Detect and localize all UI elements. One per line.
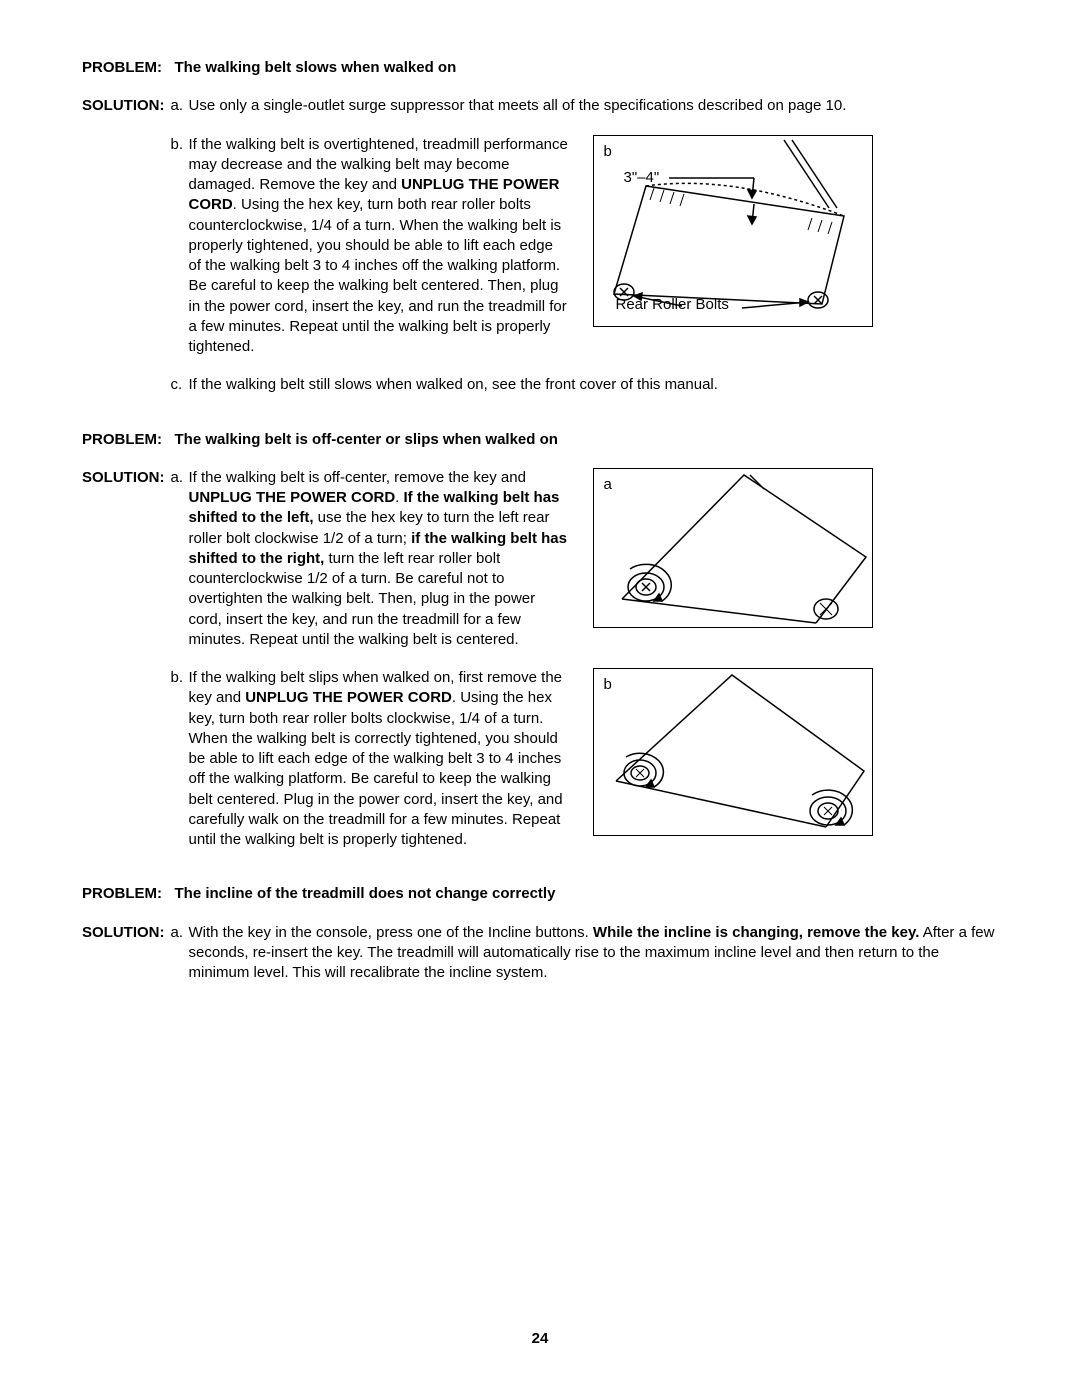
solution-1: SOLUTION: a. Use only a single-outlet su… xyxy=(82,96,998,413)
figure-label: b xyxy=(604,675,612,695)
figure-dimension: 3"–4" xyxy=(624,168,660,188)
figure-label: b xyxy=(604,142,612,162)
problem-2-heading: PROBLEM: The walking belt is off-center … xyxy=(82,430,998,450)
problem-text: The incline of the treadmill does not ch… xyxy=(175,885,556,902)
item-letter: a. xyxy=(171,468,189,488)
problem-label: PROBLEM: xyxy=(82,431,162,448)
problem-label: PROBLEM: xyxy=(82,59,162,76)
solution-item: c. If the walking belt still slows when … xyxy=(171,375,999,395)
item-letter: b. xyxy=(171,668,189,688)
solution-item: a. With the key in the console, press on… xyxy=(171,923,999,984)
roller-single-diagram-icon xyxy=(594,469,874,629)
solution-row: b. If the walking belt slips when walked… xyxy=(171,668,999,868)
solution-row: b. If the walking belt is overtightened,… xyxy=(171,135,999,376)
solution-item: b. If the walking belt is overtightened,… xyxy=(171,135,569,358)
item-text: If the walking belt is overtightened, tr… xyxy=(189,135,569,358)
roller-double-diagram-icon xyxy=(594,669,874,837)
problem-1-heading: PROBLEM: The walking belt slows when wal… xyxy=(82,58,998,78)
figure-label: a xyxy=(604,475,612,495)
solution-2: SOLUTION: a. If the walking belt is off-… xyxy=(82,468,998,869)
problem-text: The walking belt slows when walked on xyxy=(175,59,457,76)
problem-3: PROBLEM: The incline of the treadmill do… xyxy=(82,884,998,1001)
solution-label: SOLUTION: xyxy=(82,923,165,943)
item-text: If the walking belt is off-center, remov… xyxy=(189,468,569,650)
item-letter: c. xyxy=(171,375,189,395)
problem-2: PROBLEM: The walking belt is off-center … xyxy=(82,430,998,869)
figure-belt-lift: b 3"–4" Rear Roller Bolts xyxy=(593,135,873,327)
solution-row: a. If the walking belt is off-center, re… xyxy=(171,468,999,668)
figure-roller-single: a xyxy=(593,468,873,628)
solution-item: a. Use only a single-outlet surge suppre… xyxy=(171,96,999,116)
item-letter: a. xyxy=(171,96,189,116)
problem-3-heading: PROBLEM: The incline of the treadmill do… xyxy=(82,884,998,904)
item-text: Use only a single-outlet surge suppresso… xyxy=(189,96,999,116)
figure-caption: Rear Roller Bolts xyxy=(616,295,729,315)
problem-1: PROBLEM: The walking belt slows when wal… xyxy=(82,58,998,414)
solution-3: SOLUTION: a. With the key in the console… xyxy=(82,923,998,1002)
item-letter: a. xyxy=(171,923,189,943)
figure-roller-double: b xyxy=(593,668,873,836)
problem-text: The walking belt is off-center or slips … xyxy=(175,431,558,448)
solution-label: SOLUTION: xyxy=(82,96,165,116)
solution-item: a. If the walking belt is off-center, re… xyxy=(171,468,569,650)
solution-item: b. If the walking belt slips when walked… xyxy=(171,668,569,850)
solution-label: SOLUTION: xyxy=(82,468,165,488)
item-letter: b. xyxy=(171,135,189,155)
item-text: With the key in the console, press one o… xyxy=(189,923,999,984)
page-number: 24 xyxy=(532,1329,549,1349)
item-text: If the walking belt still slows when wal… xyxy=(189,375,999,395)
problem-label: PROBLEM: xyxy=(82,885,162,902)
item-text: If the walking belt slips when walked on… xyxy=(189,668,569,850)
